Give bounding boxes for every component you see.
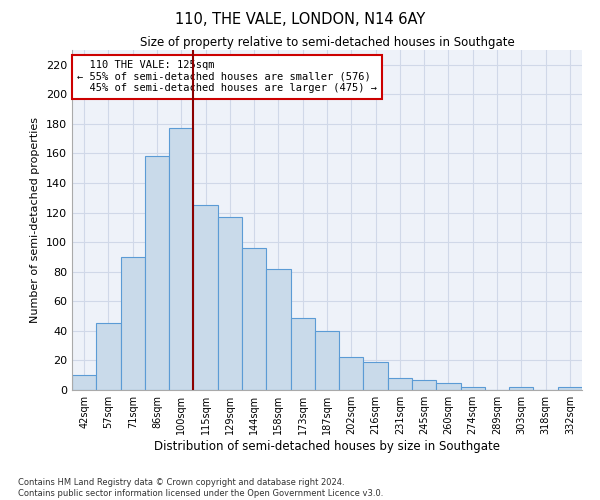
Bar: [145, 156, 169, 390]
Bar: [364, 362, 388, 390]
Bar: [461, 387, 485, 390]
Title: Size of property relative to semi-detached houses in Southgate: Size of property relative to semi-detach…: [140, 36, 514, 49]
Bar: [436, 382, 461, 390]
Text: 110 THE VALE: 125sqm
← 55% of semi-detached houses are smaller (576)
  45% of se: 110 THE VALE: 125sqm ← 55% of semi-detac…: [77, 60, 377, 94]
Bar: [193, 205, 218, 390]
Y-axis label: Number of semi-detached properties: Number of semi-detached properties: [31, 117, 40, 323]
Bar: [290, 318, 315, 390]
Bar: [339, 358, 364, 390]
Text: Contains HM Land Registry data © Crown copyright and database right 2024.
Contai: Contains HM Land Registry data © Crown c…: [18, 478, 383, 498]
Bar: [96, 324, 121, 390]
X-axis label: Distribution of semi-detached houses by size in Southgate: Distribution of semi-detached houses by …: [154, 440, 500, 453]
Bar: [169, 128, 193, 390]
Bar: [558, 387, 582, 390]
Bar: [266, 269, 290, 390]
Bar: [509, 387, 533, 390]
Text: 110, THE VALE, LONDON, N14 6AY: 110, THE VALE, LONDON, N14 6AY: [175, 12, 425, 28]
Bar: [72, 375, 96, 390]
Bar: [242, 248, 266, 390]
Bar: [121, 257, 145, 390]
Bar: [388, 378, 412, 390]
Bar: [315, 331, 339, 390]
Bar: [218, 217, 242, 390]
Bar: [412, 380, 436, 390]
